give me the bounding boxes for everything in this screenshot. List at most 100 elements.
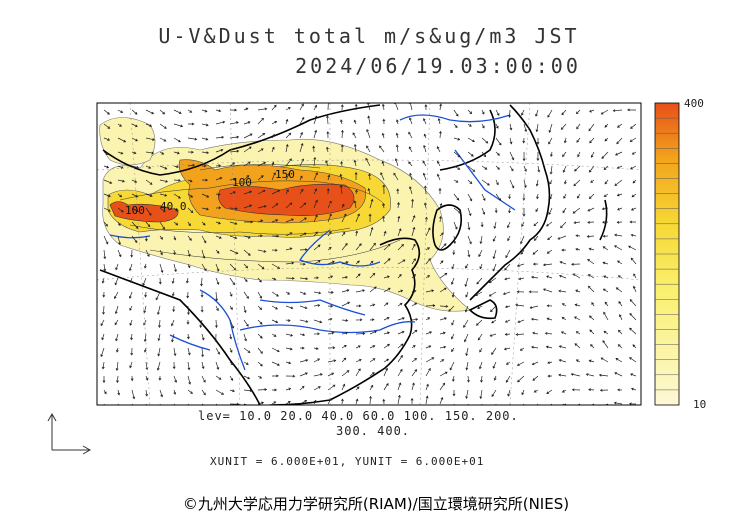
wind-vector [531,275,539,279]
wind-vector [452,390,456,397]
wind-vector [425,258,431,265]
wind-vector [171,277,175,284]
wind-vector [229,149,240,153]
wind-vector [229,121,239,125]
wind-vector [589,137,595,144]
wind-vector [327,260,335,265]
wind-vector [156,361,161,371]
wind-vector [571,388,581,392]
wind-vector [243,263,249,269]
wind-vector [379,145,385,153]
wind-vector [173,165,179,169]
wind-vector [509,179,515,189]
wind-vector [439,260,444,265]
wind-vector [575,109,581,115]
wind-vector [575,359,581,363]
wind-vector [502,291,511,295]
wind-vector [103,137,111,141]
wind-vector [215,176,223,181]
wind-vector [271,263,281,269]
wind-vector [257,305,263,310]
wind-vector [517,375,525,383]
wind-vector [451,291,455,298]
wind-vector [299,262,306,266]
wind-vector [187,207,194,214]
wind-vector [480,375,483,383]
wind-vector [383,243,391,251]
wind-vector [588,193,595,199]
wind-vector [464,277,469,287]
wind-vector [463,319,469,328]
wind-vector [536,193,539,200]
wind-vector [102,376,106,384]
wind-vector [229,333,233,340]
wind-vector [522,137,526,144]
wind-vector [491,347,497,356]
wind-vector [422,160,427,167]
wind-vector [492,361,497,369]
wind-vector [201,347,205,358]
wind-vector [327,290,334,294]
wind-vector [355,213,360,223]
wind-vector [453,165,461,170]
wind-vector [103,221,108,227]
wind-vector [535,207,539,213]
wind-vector [327,372,335,377]
wind-vector [410,397,414,405]
wind-vector [425,331,433,335]
wind-vector [257,107,268,111]
wind-vector [299,305,308,310]
wind-vector [531,345,539,349]
wind-vector [533,235,539,242]
wind-vector [355,230,359,237]
wind-vector [590,151,595,158]
wind-vector [587,258,595,265]
wind-vector [467,207,472,217]
wind-vector [423,118,427,125]
wind-vector [243,305,247,314]
wind-vector [257,361,263,367]
wind-vector [257,388,268,391]
wind-vector [481,207,486,215]
wind-vector [341,357,347,363]
wind-vector [353,159,357,167]
wind-vector [159,193,168,197]
wind-vector [285,107,291,111]
wind-vector [587,285,595,293]
wind-vector [411,302,418,307]
wind-vector [215,120,226,125]
wind-vector [504,277,511,281]
wind-vector [243,375,251,380]
wind-vector [117,151,124,155]
wind-vector [570,262,581,266]
wind-vector [617,388,623,392]
wind-vector [481,193,486,202]
wind-vector [495,165,500,170]
wind-vector [185,277,189,284]
wind-vector [257,347,263,354]
wind-vector [425,227,431,237]
wind-vector [450,277,455,285]
wind-vector [481,137,489,144]
wind-vector [285,218,294,223]
wind-vector [103,235,109,245]
wind-vector [453,207,462,214]
wind-vector [130,249,134,258]
wind-vector [355,260,360,265]
wind-vector [453,123,458,128]
wind-vector [436,146,441,153]
wind-vector [145,137,155,141]
wind-vector [602,220,609,224]
wind-vector [243,277,248,283]
wind-vector [438,187,442,194]
wind-vector [353,143,357,153]
wind-vector [519,347,525,351]
wind-vector [299,131,303,139]
wind-vector [437,160,441,167]
wind-vector [383,287,391,293]
wind-vector [129,319,133,326]
wind-vector [453,109,459,117]
wind-vector [369,372,375,377]
wind-vector [366,128,371,139]
wind-vector [129,305,133,311]
